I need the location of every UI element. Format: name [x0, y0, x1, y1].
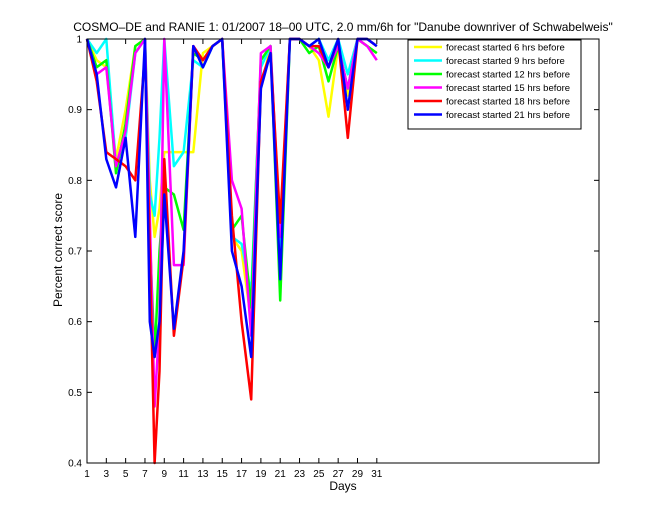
- legend-label: forecast started 12 hrs before: [446, 70, 570, 81]
- x-tick-label: 23: [294, 469, 306, 480]
- plot-frame: [86, 38, 600, 464]
- y-tick-label: 0.4: [68, 459, 82, 470]
- y-tick-label: 0.5: [68, 388, 82, 399]
- legend-label: forecast started 15 hrs before: [446, 83, 570, 94]
- y-tick-label: 1: [76, 35, 82, 46]
- x-tick-label: 25: [313, 469, 325, 480]
- x-tick-label: 19: [255, 469, 267, 480]
- y-axis-label: Percent correct score: [51, 193, 65, 307]
- x-tick-label: 11: [178, 469, 189, 480]
- x-axis-label: Days: [329, 479, 356, 493]
- legend-label: forecast started 6 hrs before: [446, 43, 565, 54]
- x-tick-label: 1: [84, 469, 90, 480]
- y-tick-label: 0.7: [68, 247, 82, 258]
- x-tick-label: 3: [104, 469, 110, 480]
- legend: forecast started 6 hrs before forecast st…: [407, 39, 582, 130]
- x-tick-label: 9: [162, 469, 168, 480]
- x-tick-label: 5: [123, 469, 129, 480]
- chart-title: COSMO–DE and RANIE 1: 01/2007 18–00 UTC,…: [73, 20, 612, 34]
- legend-label: forecast started 21 hrs before: [446, 110, 570, 121]
- x-tick-label: 15: [217, 469, 229, 480]
- x-tick-label: 29: [352, 469, 364, 480]
- legend-label: forecast started 9 hrs before: [446, 56, 565, 67]
- x-tick-label: 27: [333, 469, 345, 480]
- y-tick-label: 0.6: [68, 317, 82, 328]
- y-tick-label: 0.8: [68, 176, 82, 187]
- legend-label: forecast started 18 hrs before: [446, 97, 570, 108]
- x-tick-label: 13: [197, 469, 209, 480]
- x-tick-label: 31: [371, 469, 383, 480]
- x-tick-label: 7: [142, 469, 148, 480]
- x-tick-label: 17: [236, 469, 248, 480]
- x-tick-label: 21: [275, 469, 287, 480]
- y-tick-label: 0.9: [68, 105, 82, 116]
- axis-ticks: 1 3 5 7 9 11 13 15 17 19 21 23 25 27 29 310.40.50.60.70…: [68, 35, 599, 480]
